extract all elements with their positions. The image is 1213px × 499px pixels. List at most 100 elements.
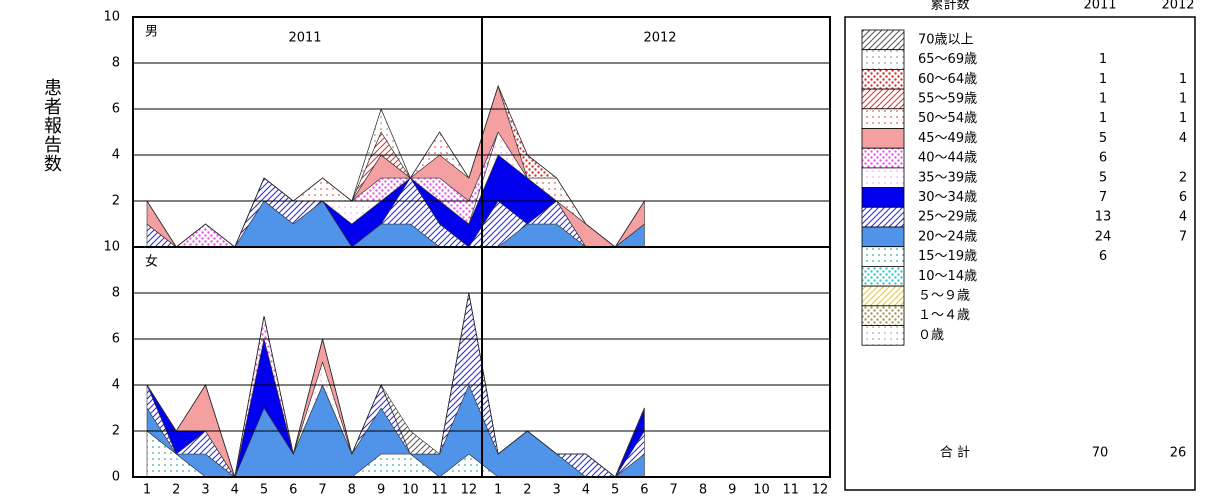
legend-swatch [861, 147, 905, 169]
legend-label: １～４歳 [918, 308, 970, 323]
table-cell: 6 [1099, 151, 1107, 166]
table-header: 2011 [1083, 0, 1116, 13]
legend-swatch [861, 49, 905, 70]
table-cell: 7 [1179, 229, 1187, 244]
x-tick-label: 7 [318, 483, 326, 498]
table-cell: 5 [1099, 131, 1107, 146]
panel-label: 女 [145, 254, 158, 270]
legend-swatch [861, 128, 905, 149]
legend-swatch [861, 285, 905, 307]
x-tick-label: 10 [753, 483, 770, 498]
x-tick-label: 8 [348, 483, 356, 498]
legend-swatch [861, 108, 905, 129]
legend-label: ５～９歳 [918, 288, 970, 303]
legend-label: 10～14歳 [918, 269, 977, 284]
area-segment [146, 292, 645, 478]
legend-swatch [861, 167, 905, 188]
legend-label: 20～24歳 [918, 229, 977, 244]
x-tick-label: 11 [782, 483, 799, 498]
table-cell: 1 [1099, 91, 1107, 106]
legend-label: ０歳 [918, 328, 944, 343]
y-tick-label: 10 [103, 240, 120, 255]
x-tick-label: 5 [260, 483, 268, 498]
table-cell: 4 [1179, 131, 1187, 146]
legend-label: 40～44歳 [918, 151, 977, 166]
legend-label: 65～69歳 [918, 52, 977, 67]
x-tick-label: 9 [728, 483, 736, 498]
table-cell: 1 [1179, 72, 1187, 87]
legend-swatch [861, 325, 905, 346]
x-tick-label: 4 [231, 483, 239, 498]
legend-label: 55～59歳 [918, 91, 977, 106]
table-cell: 6 [1179, 190, 1187, 205]
table-cell: 6 [1099, 249, 1107, 264]
table-cell: 2 [1179, 170, 1187, 185]
table-cell: 4 [1179, 210, 1187, 225]
x-tick-label: 3 [553, 483, 561, 498]
x-tick-label: 12 [461, 483, 478, 498]
table-cell: 1 [1179, 111, 1187, 126]
x-tick-label: 3 [201, 483, 209, 498]
table-header: 累計数 [930, 0, 969, 13]
legend-label: 45～49歳 [918, 131, 977, 146]
total-label: 合 計 [940, 445, 970, 461]
legend-label: 70歳以上 [918, 32, 974, 47]
x-tick-label: 11 [431, 483, 448, 498]
legend-swatch [861, 187, 905, 208]
y-tick-label: 0 [112, 470, 120, 485]
x-tick-label: 9 [377, 483, 385, 498]
table-header: 2012 [1161, 0, 1194, 13]
legend-label: 25～29歳 [918, 210, 977, 225]
y-tick-label: 6 [112, 332, 120, 347]
x-tick-label: 2 [172, 483, 180, 498]
table-cell: 5 [1099, 170, 1107, 185]
legend-swatch [861, 305, 905, 326]
legend-swatch [861, 226, 905, 248]
x-tick-label: 12 [812, 483, 829, 498]
table-cell: 24 [1095, 229, 1112, 244]
table-cell: 1 [1099, 111, 1107, 126]
x-tick-label: 7 [670, 483, 678, 498]
legend-label: 30～34歳 [918, 190, 977, 205]
x-tick-label: 1 [143, 483, 151, 498]
x-tick-label: 4 [582, 483, 590, 498]
legend-label: 60～64歳 [918, 72, 977, 87]
legend-swatch [861, 265, 905, 287]
legend-swatch [861, 88, 905, 110]
table-cell: 1 [1099, 72, 1107, 87]
panel-label: 男 [145, 25, 158, 40]
x-tick-label: 2 [523, 483, 531, 498]
y-tick-label: 8 [112, 56, 120, 71]
x-tick-label: 6 [289, 483, 297, 498]
table-cell: 1 [1099, 52, 1107, 67]
y-axis-label: 患者報告数 [41, 78, 62, 173]
legend-swatch [861, 206, 905, 228]
table-cell: 1 [1179, 91, 1187, 106]
y-tick-label: 2 [112, 424, 120, 439]
legend-swatch [861, 69, 905, 90]
x-tick-label: 6 [640, 483, 648, 498]
y-tick-label: 2 [112, 194, 120, 209]
total-value: 70 [1092, 446, 1109, 461]
legend-label: 50～54歳 [918, 111, 977, 126]
x-tick-label: 5 [611, 483, 619, 498]
table-cell: 13 [1095, 210, 1112, 225]
y-tick-label: 6 [112, 102, 120, 117]
total-value: 26 [1170, 446, 1187, 461]
year-label: 2011 [288, 31, 321, 46]
year-label: 2012 [643, 31, 676, 46]
legend-label: 35～39歳 [918, 170, 977, 185]
y-tick-label: 4 [112, 378, 120, 393]
y-tick-label: 10 [103, 10, 120, 25]
x-tick-label: 10 [402, 483, 419, 498]
y-tick-label: 8 [112, 286, 120, 301]
x-tick-label: 8 [699, 483, 707, 498]
x-tick-label: 1 [494, 483, 502, 498]
legend-swatch [861, 246, 905, 267]
panel-frame [132, 246, 831, 478]
legend-label: 15～19歳 [918, 249, 977, 264]
legend-swatch [861, 29, 905, 51]
y-tick-label: 4 [112, 148, 120, 163]
